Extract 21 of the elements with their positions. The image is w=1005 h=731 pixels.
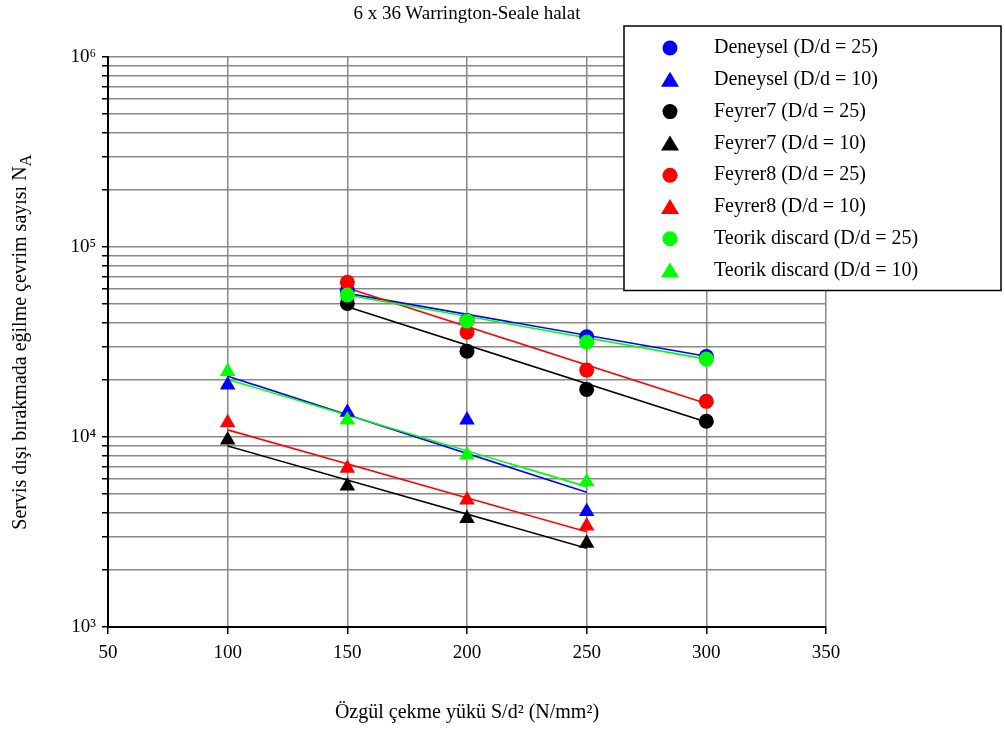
legend-label: Teorik discard (D/d = 25) bbox=[714, 226, 919, 250]
legend-label: Deneysel (D/d = 10) bbox=[714, 67, 879, 91]
legend-label: Feyrer8 (D/d = 10) bbox=[714, 194, 866, 218]
x-axis-title: Özgül çekme yükü S/d² (N/mm²) bbox=[334, 700, 600, 723]
chart-title: 6 x 36 Warrington-Seale halat bbox=[353, 2, 581, 24]
x-tick-label: 100 bbox=[213, 641, 242, 663]
legend-label: Feyrer7 (D/d = 10) bbox=[714, 130, 866, 154]
x-tick-label: 350 bbox=[811, 641, 841, 663]
y-tick-label: 10³ bbox=[71, 614, 97, 636]
y-tick-label: 10⁴ bbox=[70, 424, 97, 446]
legend-label: Feyrer7 (D/d = 25) bbox=[714, 98, 866, 122]
legend-label: Teorik discard (D/d = 10) bbox=[714, 257, 919, 281]
y-tick-label: 10⁵ bbox=[70, 234, 96, 256]
x-tick-label: 50 bbox=[98, 641, 118, 663]
legend-label: Deneysel (D/d = 25) bbox=[714, 35, 879, 59]
legend-label: Feyrer8 (D/d = 25) bbox=[714, 162, 866, 186]
x-tick-label: 250 bbox=[572, 641, 601, 663]
x-tick-label: 200 bbox=[452, 641, 482, 663]
x-tick-label: 300 bbox=[692, 641, 721, 663]
y-tick-label: 10⁶ bbox=[70, 44, 96, 66]
x-tick-label: 150 bbox=[333, 641, 362, 663]
